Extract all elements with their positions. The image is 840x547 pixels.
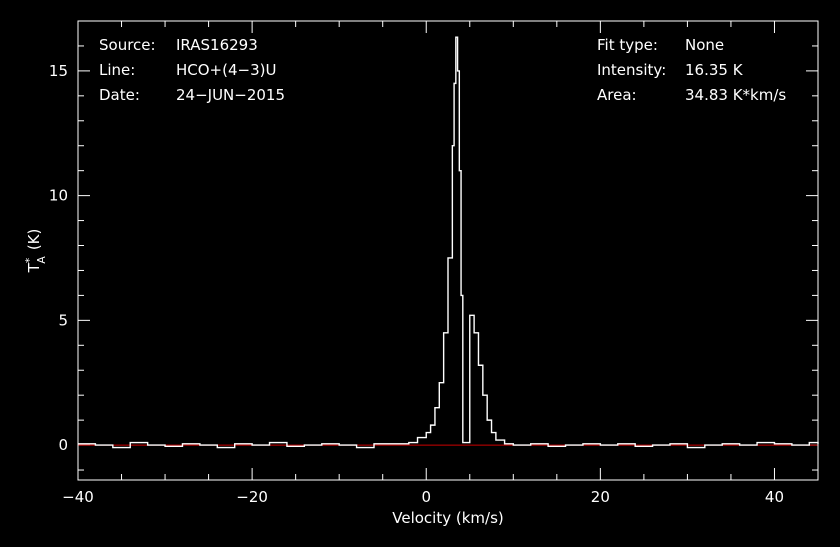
x-tick-label: 20	[591, 488, 610, 506]
x-axis-label: Velocity (km/s)	[392, 509, 503, 527]
x-tick-label: −40	[62, 488, 94, 506]
y-axis-label-unit: (K)	[25, 229, 43, 251]
info-right-block: Fit type: None Intensity: 16.35 K Area: 34.83…	[597, 36, 786, 104]
info-left-value: HCO+(4−3)U	[176, 61, 276, 79]
x-tick-label: 0	[421, 488, 431, 506]
y-tick-label: 0	[58, 436, 68, 454]
info-left-key: Source:	[99, 36, 156, 54]
y-axis-label-sub: A	[35, 256, 48, 264]
spectrum-series-line	[78, 36, 819, 449]
info-left-value: IRAS16293	[176, 36, 258, 54]
info-right-key: Area:	[597, 86, 637, 104]
x-tick-label: 40	[765, 488, 784, 506]
y-tick-label: 10	[49, 187, 68, 205]
info-right-value: None	[685, 36, 724, 54]
info-left-key: Date:	[99, 86, 140, 104]
info-left-block: Source: IRAS16293 Line: HCO+(4−3)U Date: 24−J…	[99, 36, 285, 104]
y-axis-label: T*A (K)	[23, 229, 48, 274]
x-tick-label: −20	[236, 488, 268, 506]
info-right-key: Fit type:	[597, 36, 658, 54]
y-axis-label-base: T	[25, 262, 43, 273]
y-tick-label: 15	[49, 62, 68, 80]
tick-label-group: −40 −20 0 20 40 0 5 10 15	[49, 62, 784, 506]
info-right-key: Intensity:	[597, 61, 666, 79]
info-right-value: 34.83 K*km/s	[685, 86, 786, 104]
y-tick-label: 5	[58, 311, 68, 329]
y-axis-label-sup: *	[23, 257, 36, 263]
info-left-value: 24−JUN−2015	[176, 86, 285, 104]
info-left-key: Line:	[99, 61, 135, 79]
info-right-value: 16.35 K	[685, 61, 744, 79]
plot-frame	[77, 20, 819, 481]
